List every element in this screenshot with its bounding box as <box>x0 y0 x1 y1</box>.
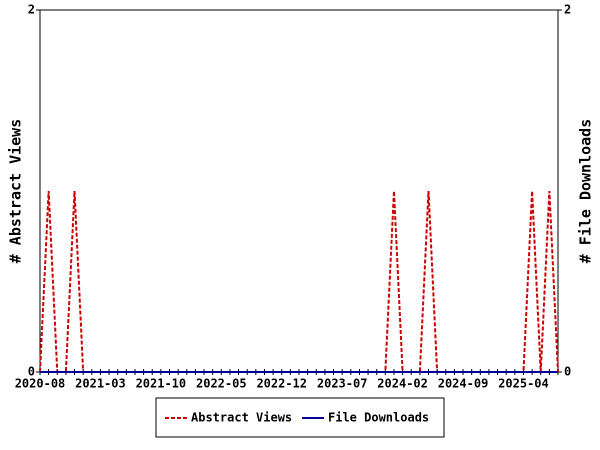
y2-tick-label: 2 <box>564 3 571 17</box>
x-tick-label: 2020-08 <box>15 377 66 391</box>
legend-label: Abstract Views <box>191 411 292 425</box>
x-tick-label: 2023-07 <box>317 377 368 391</box>
y2-axis-label: # File Downloads <box>577 119 595 264</box>
plot-frame <box>39 9 559 373</box>
legend-label: File Downloads <box>328 411 429 425</box>
y-tick-label: 0 <box>28 365 35 379</box>
x-tick-label: 2022-12 <box>256 377 307 391</box>
series-line <box>39 190 559 373</box>
x-tick-label: 2022-05 <box>196 377 247 391</box>
x-tick-label: 2021-10 <box>136 377 187 391</box>
y2-tick-label: 0 <box>564 365 571 379</box>
y-axis-label: # Abstract Views <box>7 119 25 264</box>
legend <box>155 397 445 438</box>
x-tick-label: 2025-04 <box>498 377 549 391</box>
x-tick-label: 2024-09 <box>438 377 489 391</box>
y-tick-label: 2 <box>28 3 35 17</box>
x-tick-label: 2024-02 <box>377 377 428 391</box>
x-tick-label: 2021-03 <box>75 377 126 391</box>
